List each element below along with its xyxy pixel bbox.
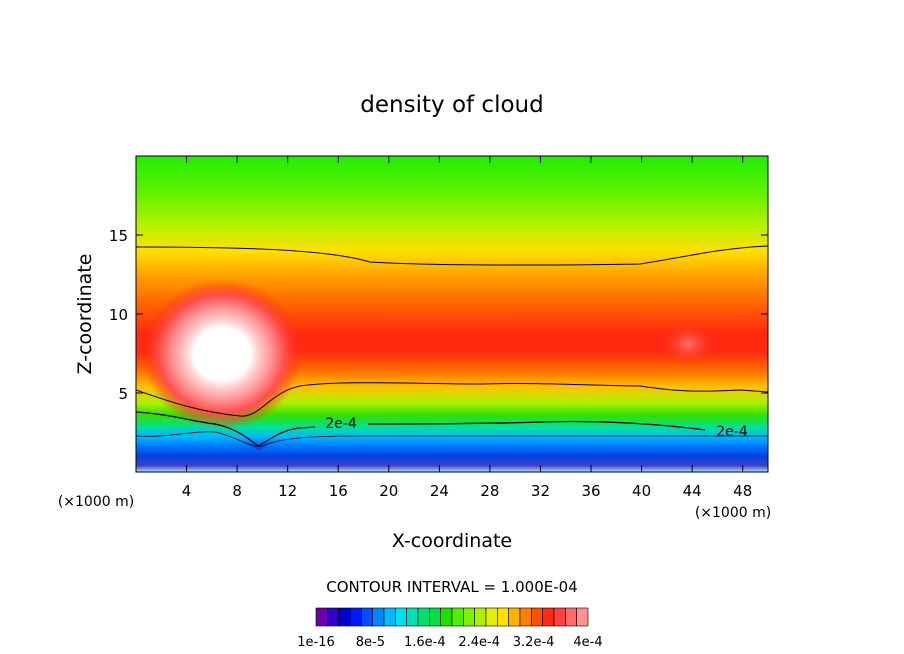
colorbar-swatch <box>474 607 487 627</box>
colorbar-swatch <box>372 607 385 627</box>
colorbar-swatch <box>451 607 464 627</box>
y-tick-label: 10 <box>109 306 128 324</box>
colorbar-label: 2.4e-4 <box>458 635 500 650</box>
contour-label: 2e-4 <box>716 424 748 440</box>
x-tick-label: 12 <box>278 482 297 500</box>
colorbar-swatch <box>542 607 555 627</box>
colorbar-swatch <box>463 607 475 627</box>
y-axis-ticks: 5 10 15 <box>109 227 768 403</box>
contour-line-2e-4-right <box>367 420 706 431</box>
contour-line-2e-4-left <box>136 411 316 447</box>
secondary-density-region <box>660 322 716 366</box>
colorbar-swatch <box>383 607 396 627</box>
colorbar-swatch <box>519 607 532 627</box>
colorbar-swatch <box>395 607 407 627</box>
chart-title: density of cloud <box>360 92 543 118</box>
colorbar-swatch <box>576 607 589 627</box>
colorbar-swatch <box>406 607 419 627</box>
x-tick-label: 16 <box>329 482 348 500</box>
colorbar-label: 1e-16 <box>297 635 335 650</box>
x-tick-label: 44 <box>683 482 702 500</box>
max-density-region <box>142 279 302 429</box>
x-tick-label: 40 <box>632 482 651 500</box>
colorbar-swatch <box>531 607 543 627</box>
colorbar-swatch <box>361 607 373 627</box>
colorbar-swatch <box>553 607 566 627</box>
colorbar-swatch <box>440 607 453 627</box>
contour-label: 2e-4 <box>325 416 357 432</box>
colorbar-swatch <box>565 607 577 627</box>
contour-line-middle <box>136 382 768 417</box>
colorbar-swatch <box>497 607 509 627</box>
contour-interval-text: CONTOUR INTERVAL = 1.000E-04 <box>326 578 577 596</box>
colorbar-swatch <box>417 607 430 627</box>
x-tick-label: 48 <box>733 482 752 500</box>
colorbar-swatch <box>429 607 441 627</box>
x-axis-label: X-coordinate <box>392 530 512 552</box>
x-tick-label: 4 <box>182 482 192 500</box>
x-axis-ticks: 4 8 12 16 20 24 28 32 36 40 44 48 <box>182 156 752 500</box>
y-tick-label: 5 <box>118 385 128 403</box>
low-density-band <box>136 425 768 472</box>
colorbar-label: 3.2e-4 <box>513 635 555 650</box>
colorbar <box>315 607 589 627</box>
x-tick-label: 24 <box>430 482 449 500</box>
x-tick-label: 28 <box>480 482 499 500</box>
colorbar-label: 4e-4 <box>573 635 602 650</box>
colorbar-swatch <box>485 607 498 627</box>
colorbar-labels: 1e-16 8e-5 1.6e-4 2.4e-4 3.2e-4 4e-4 <box>297 635 602 650</box>
x-tick-label: 36 <box>581 482 600 500</box>
x-unit-right: (×1000 m) <box>695 505 771 521</box>
y-tick-label: 15 <box>109 227 128 245</box>
y-axis-label: Z-coordinate <box>74 254 96 375</box>
colorbar-swatch <box>508 607 521 627</box>
colorbar-label: 1.6e-4 <box>404 635 446 650</box>
contour-line-upper <box>136 245 768 266</box>
x-tick-label: 8 <box>232 482 242 500</box>
contour-line-lower <box>136 431 768 447</box>
x-unit-left: (×1000 m) <box>58 494 134 510</box>
contour-field <box>136 156 768 472</box>
x-tick-label: 20 <box>379 482 398 500</box>
colorbar-swatch <box>327 607 339 627</box>
colorbar-label: 8e-5 <box>356 635 385 650</box>
colorbar-swatch <box>349 607 362 627</box>
colorbar-swatch <box>315 607 328 627</box>
colorbar-swatch <box>338 607 351 627</box>
x-tick-label: 32 <box>531 482 550 500</box>
